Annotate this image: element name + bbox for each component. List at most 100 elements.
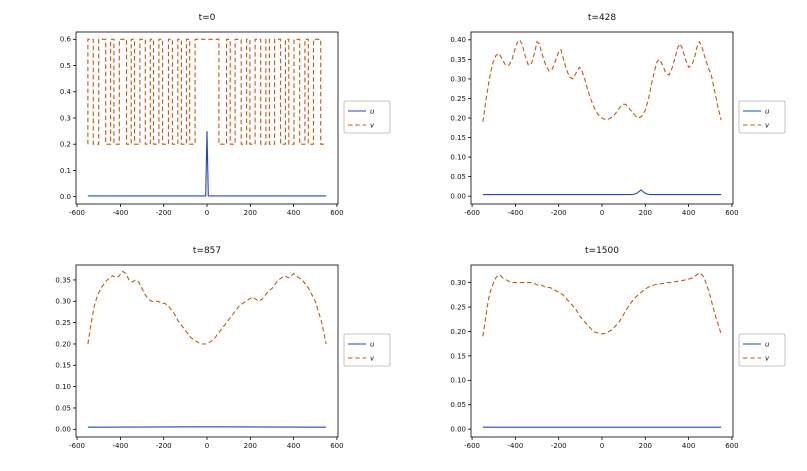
x-tick-label: -400 [507, 442, 523, 450]
y-tick-label: 0.1 [60, 167, 71, 175]
x-tick-label: -400 [507, 209, 523, 217]
y-tick-label: 0.40 [450, 36, 466, 44]
x-axis: -600 -400 -200 0 200 400 600 [464, 204, 738, 217]
y-tick-label: 0.30 [450, 75, 466, 83]
y-axis: 0.0 0.1 0.2 0.3 0.4 0.5 0.6 [60, 36, 76, 201]
series-v [483, 273, 721, 337]
x-tick-label: 200 [639, 442, 652, 450]
x-tick-label: 0 [205, 442, 209, 450]
series-u [483, 190, 721, 195]
x-tick-label: 400 [682, 442, 695, 450]
x-tick-label: -600 [464, 209, 480, 217]
legend: uv [739, 334, 785, 366]
x-tick-label: 0 [600, 442, 604, 450]
legend: uv [344, 101, 390, 133]
y-tick-label: 0.5 [60, 62, 71, 70]
x-tick-label: -600 [69, 442, 85, 450]
y-tick-label: 0.4 [60, 88, 72, 96]
y-axis: 0.00 0.05 0.10 0.15 0.20 0.25 0.30 [450, 279, 471, 434]
y-axis: 0.000.050.100.150.200.250.300.350.40 [450, 36, 471, 200]
x-tick-label: 200 [244, 442, 257, 450]
x-tick-label: -200 [156, 209, 172, 217]
x-tick-label: 600 [725, 442, 738, 450]
y-tick-label: 0.15 [450, 134, 466, 142]
plot-border [471, 265, 733, 437]
y-tick-label: 0.15 [450, 352, 466, 360]
y-tick-label: 0.35 [55, 276, 71, 284]
legend: uv [344, 334, 390, 366]
y-tick-label: 0.20 [55, 340, 71, 348]
legend-label-u: u [370, 340, 375, 348]
y-tick-label: 0.00 [450, 426, 466, 434]
series-v [88, 39, 326, 144]
plot-border [76, 265, 338, 437]
subplot-bottom-right: t=1500 -600 -400 -200 0 200 400 600 0.00 0.05 0.10… [405, 235, 800, 468]
y-tick-label: 0.3 [60, 114, 71, 122]
y-tick-label: 0.30 [450, 279, 466, 287]
y-tick-label: 0.20 [450, 328, 466, 336]
y-tick-label: 0.05 [55, 404, 71, 412]
legend-box [344, 101, 390, 133]
x-tick-label: 0 [600, 209, 604, 217]
y-tick-label: 0.15 [55, 362, 71, 370]
x-tick-label: -200 [156, 442, 172, 450]
series-u [88, 131, 326, 196]
x-tick-label: -200 [551, 442, 567, 450]
y-tick-label: 0.25 [450, 95, 466, 103]
y-tick-label: 0.20 [450, 114, 466, 122]
x-tick-label: 400 [682, 209, 695, 217]
y-tick-label: 0.6 [60, 36, 72, 44]
x-axis: -600 -400 -200 0 200 400 600 [69, 437, 343, 450]
chart-title: t=0 [199, 13, 216, 23]
x-tick-label: 400 [287, 209, 300, 217]
x-tick-label: 200 [639, 209, 652, 217]
legend-label-u: u [765, 107, 770, 115]
y-tick-label: 0.25 [55, 319, 71, 327]
y-tick-label: 0.05 [450, 173, 466, 181]
x-tick-label: -600 [69, 209, 85, 217]
y-tick-label: 0.10 [450, 153, 466, 161]
x-axis: -600 -400 -200 0 200 400 600 [69, 204, 343, 217]
chart-title: t=857 [193, 246, 221, 256]
legend-box [739, 334, 785, 366]
y-tick-label: 0.25 [450, 303, 466, 311]
y-axis: 0.00 0.05 0.10 0.15 0.20 0.25 0.30 0.35 [55, 276, 76, 433]
chart-canvas: t=1500 -600 -400 -200 0 200 400 600 0.00 0.05 0.10… [405, 235, 800, 467]
y-tick-label: 0.2 [60, 141, 71, 149]
y-tick-label: 0.10 [450, 377, 466, 385]
x-tick-label: 400 [287, 442, 300, 450]
x-tick-label: -200 [551, 209, 567, 217]
y-tick-label: 0.0 [60, 193, 71, 201]
y-tick-label: 0.10 [55, 383, 71, 391]
chart-title: t=428 [588, 13, 617, 23]
x-tick-label: 0 [205, 209, 209, 217]
x-tick-label: -600 [464, 442, 480, 450]
x-tick-label: -400 [112, 209, 128, 217]
y-tick-label: 0.00 [55, 426, 71, 434]
legend-label-u: u [370, 107, 375, 115]
series-v [483, 40, 721, 122]
x-axis: -600 -400 -200 0 200 400 600 [464, 437, 738, 450]
y-tick-label: 0.35 [450, 56, 466, 64]
x-tick-label: 200 [244, 209, 257, 217]
plot-border [76, 32, 338, 204]
x-tick-label: 600 [330, 442, 343, 450]
series-v [88, 271, 326, 344]
legend: uv [739, 101, 785, 133]
y-tick-label: 0.30 [55, 298, 71, 306]
legend-label-u: u [765, 340, 770, 348]
x-tick-label: 600 [725, 209, 738, 217]
legend-box [739, 101, 785, 133]
y-tick-label: 0.05 [450, 401, 466, 409]
x-tick-label: -400 [112, 442, 128, 450]
subplot-top-left: t=0 -600 -400 -200 0 200 400 600 0.0 0.1 0.2 0.3 0.4… [10, 2, 405, 235]
chart-canvas: t=0 -600 -400 -200 0 200 400 600 0.0 0.1 0.2 0.3 0.4… [10, 2, 405, 234]
chart-title: t=1500 [585, 246, 619, 256]
legend-box [344, 334, 390, 366]
x-tick-label: 600 [330, 209, 343, 217]
